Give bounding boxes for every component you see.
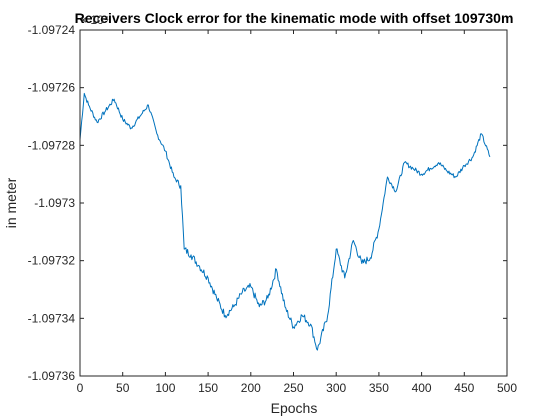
y-tick-label: -1.09732 [28,254,76,268]
x-tick-label: 350 [369,381,389,395]
x-tick-label: 0 [77,381,84,395]
x-tick-label: 500 [497,381,517,395]
x-tick-label: 50 [116,381,130,395]
series-line-0 [79,92,491,351]
x-tick-label: 100 [155,381,175,395]
y-axis-exponent: × 10⁴ [80,13,109,27]
y-tick-label: -1.09728 [28,138,76,152]
x-tick-label: 250 [283,381,303,395]
y-tick-label: -1.09736 [28,369,76,383]
x-tick-label: 450 [454,381,474,395]
x-tick-label: 150 [198,381,218,395]
plot-area [80,30,507,376]
x-axis-label: Epochs [271,400,318,416]
chart-title: Receivers Clock error for the kinematic … [75,10,514,26]
tick-layer: 0 50 100 150 200 250 300 350 400 450 500 -1.09736 -1… [28,23,518,395]
y-axis-label: in meter [3,177,19,228]
x-tick-label: 300 [326,381,346,395]
x-tick-label: 400 [412,381,432,395]
y-tick-label: -1.0973 [34,196,75,210]
y-tick-label: -1.09734 [28,311,76,325]
x-tick-label: 200 [241,381,261,395]
series-layer [79,92,491,351]
y-tick-label: -1.09726 [28,81,76,95]
y-tick-label: -1.09724 [28,23,76,37]
